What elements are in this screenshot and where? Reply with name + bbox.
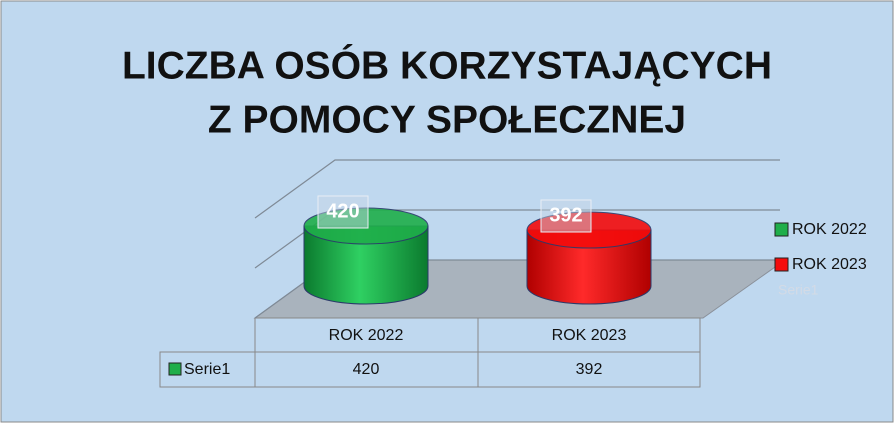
chart-title: LICZBA OSÓB KORZYSTAJĄCYCH [122, 43, 772, 87]
legend-key [774, 257, 789, 272]
series-axis-label: Serie1 [778, 282, 819, 298]
table-header: ROK 2022 [329, 327, 404, 344]
table-legend-key [168, 362, 182, 376]
legend-label: ROK 2022 [792, 221, 867, 238]
legend-label: ROK 2023 [792, 256, 867, 273]
cylinder-top [526, 211, 652, 249]
data-label-box [540, 199, 592, 233]
data-label: 392 [549, 204, 582, 226]
cylinder-top [303, 207, 429, 245]
data-label: 420 [326, 200, 359, 222]
table-series-name: Serie1 [184, 361, 230, 378]
table-value: 392 [576, 361, 603, 378]
legend-key [774, 222, 789, 237]
table-cell [477, 351, 701, 388]
cylinder [303, 225, 429, 305]
grid-line [254, 159, 780, 219]
chart-title: Z POMOCY SPOŁECZNEJ [208, 98, 686, 141]
table-header: ROK 2023 [552, 327, 627, 344]
data-label-box [317, 195, 369, 229]
table-value: 420 [353, 361, 380, 378]
cylinder [526, 229, 652, 305]
